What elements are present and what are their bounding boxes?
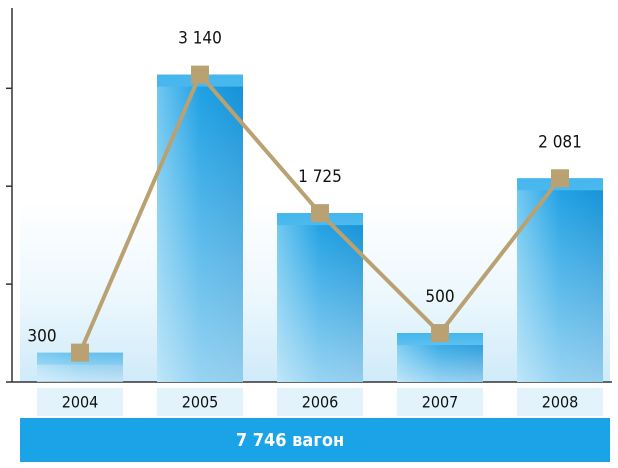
category-bg <box>277 388 363 416</box>
bar-sheen <box>157 74 243 382</box>
x-tick-label: 2007 <box>422 393 459 412</box>
value-label: 3 140 <box>178 29 222 49</box>
category-bg <box>517 388 603 416</box>
x-tick-label: 2006 <box>302 393 339 412</box>
bar-sheen <box>517 178 603 382</box>
category-bg <box>157 388 243 416</box>
value-label: 300 <box>27 327 56 347</box>
category-bg <box>37 388 123 416</box>
marker <box>551 169 569 188</box>
category-bg <box>397 388 483 416</box>
value-label: 2 081 <box>538 132 582 152</box>
footer-band <box>20 418 610 462</box>
marker <box>431 324 449 343</box>
x-tick-label: 2004 <box>62 393 99 412</box>
marker <box>311 204 329 223</box>
bar-sheen <box>277 213 363 382</box>
x-tick-label: 2005 <box>182 393 219 412</box>
marker <box>191 65 209 84</box>
marker <box>71 343 89 362</box>
footer-text: 7 746 вагон <box>236 430 344 451</box>
value-label: 500 <box>425 287 454 307</box>
value-label: 1 725 <box>298 167 342 187</box>
x-tick-label: 2008 <box>542 393 579 412</box>
